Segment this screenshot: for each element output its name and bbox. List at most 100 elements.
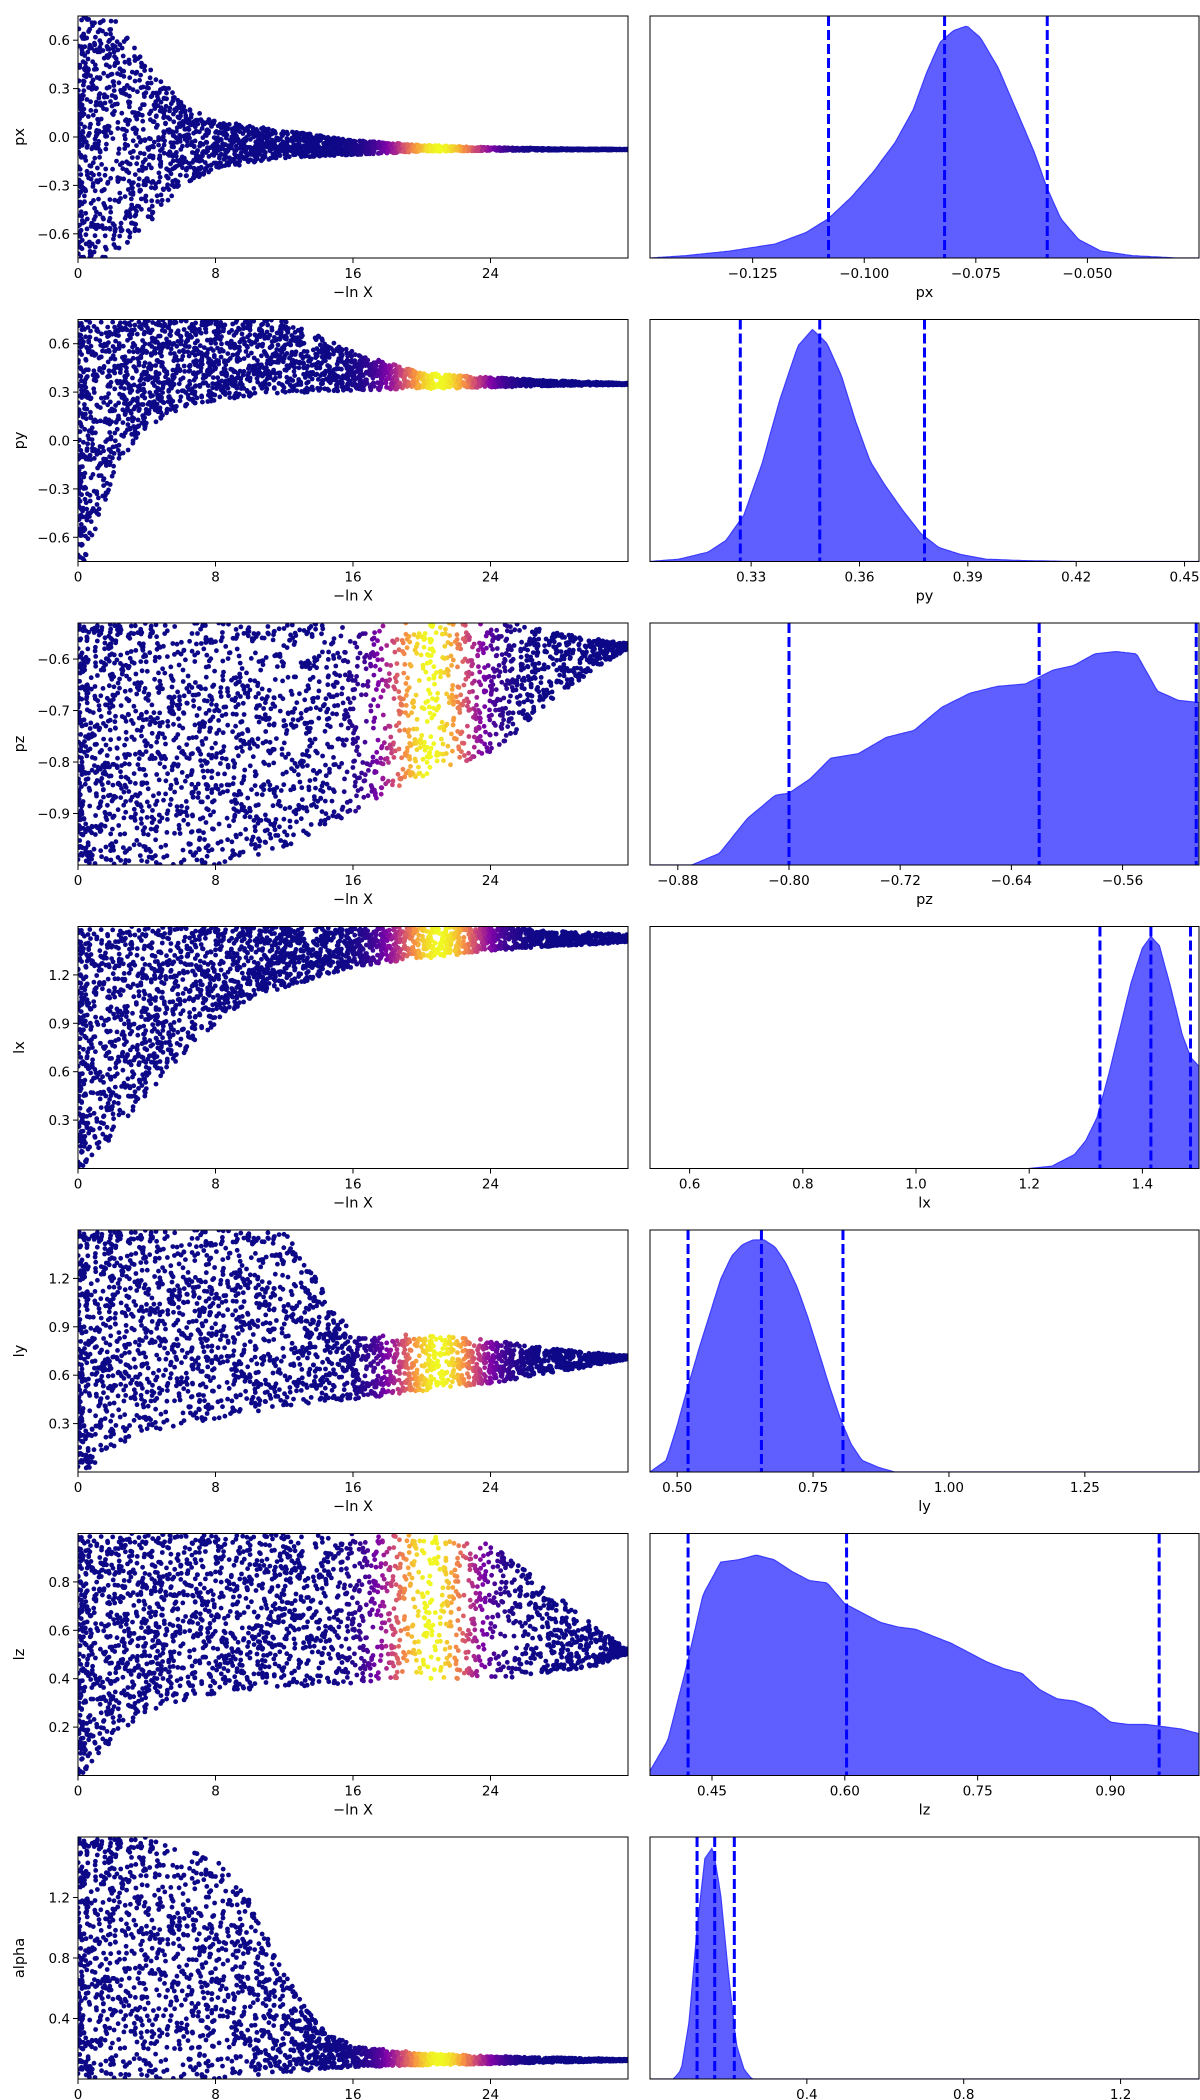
- sample-point: [88, 99, 93, 105]
- y-tick-label: −0.6: [37, 227, 70, 243]
- sample-point: [130, 192, 136, 197]
- sample-point: [208, 369, 214, 375]
- sample-point: [288, 342, 294, 348]
- sample-point: [566, 146, 572, 152]
- sample-point: [282, 353, 288, 359]
- sample-point: [96, 239, 101, 244]
- sample-point: [132, 228, 138, 234]
- sample-point: [130, 341, 136, 346]
- sample-point: [124, 128, 129, 134]
- sample-point: [120, 343, 126, 349]
- sample-point: [461, 380, 466, 385]
- sample-point: [84, 216, 90, 222]
- sample-point: [130, 355, 136, 361]
- sample-point: [420, 377, 426, 383]
- sample-point: [78, 227, 84, 233]
- sample-point: [134, 331, 140, 337]
- sample-point: [354, 144, 360, 150]
- sample-point: [278, 332, 284, 338]
- sample-point: [129, 319, 135, 322]
- sample-point: [107, 64, 112, 70]
- sample-point: [87, 453, 93, 458]
- sample-point: [142, 68, 148, 73]
- sample-point: [269, 131, 275, 137]
- sample-point: [153, 77, 159, 83]
- sample-point: [179, 108, 185, 114]
- sample-point: [134, 208, 139, 214]
- sample-point: [84, 506, 90, 512]
- sample-point: [124, 168, 129, 174]
- sample-point: [102, 233, 108, 239]
- sample-point: [325, 139, 330, 144]
- sample-point: [79, 453, 84, 459]
- sample-point: [304, 389, 310, 395]
- sample-point: [155, 94, 160, 99]
- sample-point: [107, 51, 113, 57]
- sample-point: [120, 355, 125, 360]
- y-tick-label: 0.3: [49, 82, 70, 98]
- sample-point: [578, 381, 583, 387]
- sample-point: [380, 147, 386, 152]
- sample-point: [179, 388, 185, 394]
- sample-point: [207, 120, 212, 126]
- sample-point: [113, 95, 118, 101]
- sample-point: [102, 92, 107, 97]
- sample-point: [108, 379, 114, 385]
- sample-point: [86, 114, 91, 119]
- sample-point: [136, 408, 142, 413]
- sample-point: [330, 370, 336, 376]
- sample-point: [88, 519, 94, 524]
- sample-point: [131, 349, 136, 355]
- sample-point: [139, 112, 145, 118]
- sample-point: [131, 148, 136, 154]
- sample-point: [83, 485, 89, 491]
- sample-point: [159, 328, 165, 333]
- sample-point: [171, 351, 177, 356]
- sample-point: [149, 335, 155, 341]
- sample-point: [105, 73, 111, 79]
- sample-point: [251, 319, 257, 324]
- sample-point: [157, 108, 163, 114]
- sample-point: [177, 367, 183, 372]
- sample-point: [150, 179, 156, 184]
- sample-point: [230, 383, 236, 388]
- sample-point: [164, 96, 170, 102]
- sample-point: [119, 110, 125, 116]
- sample-point: [111, 232, 117, 238]
- sample-point: [101, 216, 106, 222]
- sample-point: [154, 193, 160, 199]
- sample-point: [110, 444, 116, 450]
- sample-point: [130, 375, 135, 381]
- sample-point: [190, 396, 196, 402]
- sample-point: [79, 352, 84, 357]
- sample-point: [138, 72, 144, 78]
- sample-point: [246, 393, 252, 398]
- sample-point: [117, 42, 123, 48]
- sample-point: [159, 353, 165, 359]
- sample-point: [474, 148, 480, 154]
- sample-point: [139, 60, 144, 66]
- posterior-density-fill: [650, 26, 1199, 258]
- sample-point: [78, 526, 83, 531]
- sample-point: [91, 456, 97, 461]
- sample-point: [237, 145, 243, 151]
- sample-point: [217, 394, 223, 400]
- sample-point: [257, 326, 262, 332]
- sample-point: [98, 342, 104, 348]
- sample-point: [160, 186, 166, 192]
- sample-point: [175, 357, 181, 363]
- sample-point: [112, 324, 117, 330]
- sample-point: [136, 228, 142, 233]
- sample-point: [237, 327, 243, 332]
- sample-point: [189, 112, 194, 117]
- sample-point: [113, 56, 119, 62]
- sample-point: [428, 148, 434, 154]
- sample-point: [218, 160, 223, 166]
- sample-point: [232, 125, 238, 130]
- sample-point: [139, 376, 144, 381]
- sample-point: [249, 350, 254, 356]
- sample-point: [175, 179, 181, 185]
- sample-point: [362, 382, 367, 388]
- sample-point: [159, 136, 165, 142]
- sample-point: [111, 451, 117, 456]
